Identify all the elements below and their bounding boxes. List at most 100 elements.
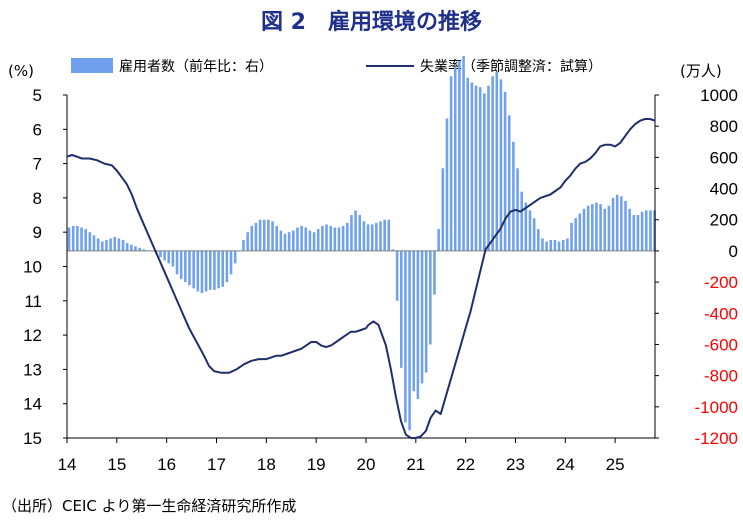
left-tick-label-15: 15 [23,429,42,448]
bar-22 [159,250,162,258]
bar-10 [109,238,112,251]
bar-6 [92,235,96,251]
bar-129 [603,208,607,251]
bar-4 [84,229,87,251]
bar-77 [387,219,391,251]
bar-130 [607,205,611,251]
left-tick-label-7: 7 [33,155,42,174]
right-tick-label-200: 200 [710,211,738,230]
bar-127 [595,202,598,251]
bar-7 [96,238,100,251]
bar-79 [395,250,399,301]
bar-75 [379,221,382,251]
x-tick-label-24: 24 [556,455,575,474]
right-tick-label--200: -200 [704,273,738,292]
bar-2 [76,225,79,251]
bar-96 [466,77,469,251]
bar-122 [574,218,577,251]
x-tick-label-16: 16 [157,455,176,474]
bar-5 [88,232,92,251]
bar-45 [254,222,258,251]
bar-107 [512,141,515,251]
chart-title: 図 2 雇用環境の推移 [261,10,482,35]
left-tick-label-6: 6 [33,120,42,139]
bar-30 [192,250,195,289]
bar-131 [611,197,615,251]
bar-32 [200,250,204,294]
bar-80 [399,250,403,368]
bar-85 [420,250,424,384]
bar-35 [213,250,216,290]
bar-87 [429,250,432,345]
bar-139 [644,210,648,251]
bar-134 [624,201,627,251]
left-tick-label-8: 8 [33,189,42,208]
bar-27 [179,250,183,279]
right-axis-ticks: 1000 800 600 400 200 0 -200 -400 -600 -800 -1000 -1… [655,86,738,448]
bar-70 [358,215,362,251]
bar-65 [337,227,341,251]
bar-94 [458,60,461,251]
employment-bars [67,56,656,431]
bar-116 [549,240,553,251]
legend: 雇用者数（前年比：右） 失業率（季節調整済：試算） [71,58,602,75]
bar-102 [491,76,494,251]
bar-126 [591,204,594,251]
bar-78 [391,249,395,251]
bar-13 [121,240,125,251]
bar-95 [462,56,465,251]
bar-81 [404,250,407,423]
bar-106 [507,115,511,251]
left-tick-label-5: 5 [33,86,42,105]
bar-0 [67,227,71,251]
x-tick-label-18: 18 [257,455,276,474]
bar-118 [557,241,561,251]
bar-91 [445,118,449,251]
bar-99 [478,87,482,251]
bar-128 [599,204,602,251]
bar-57 [304,227,308,251]
bar-28 [184,250,187,283]
bar-44 [250,225,254,251]
bar-39 [229,250,233,275]
right-tick-label--800: -800 [704,367,738,386]
bar-58 [308,230,312,251]
bar-47 [262,219,266,251]
x-tick-label-14: 14 [58,455,77,474]
bar-40 [233,250,237,264]
right-tick-label-800: 800 [710,117,738,136]
bar-76 [383,219,386,251]
bar-83 [412,250,416,392]
bar-74 [375,222,378,251]
bar-66 [341,225,345,251]
bar-98 [474,85,478,251]
left-axis-ticks: 5 6 7 8 9 10 11 12 13 14 15 [23,86,67,448]
bar-38 [225,250,229,283]
bar-63 [329,225,332,251]
bar-12 [117,238,121,251]
bar-25 [171,250,175,267]
bar-18 [142,249,146,251]
bar-73 [370,224,374,251]
bar-72 [366,224,370,251]
x-tick-label-22: 22 [456,455,475,474]
bar-100 [483,93,486,251]
bar-23 [163,250,166,261]
bar-114 [541,238,544,251]
bar-133 [620,196,623,251]
unemployment-line [66,118,656,439]
bar-53 [287,232,291,251]
bar-33 [204,250,208,292]
bar-29 [188,250,191,286]
left-axis-unit: (%) [8,62,34,80]
right-tick-label-400: 400 [710,180,738,199]
bar-104 [499,79,503,251]
legend-line-label: 失業率（季節調整済：試算） [420,58,602,75]
right-axis-unit: (万人) [680,62,722,80]
bar-82 [408,250,411,431]
bar-9 [105,240,108,251]
x-tick-label-25: 25 [606,455,625,474]
legend-bar-swatch [71,58,113,73]
left-tick-label-10: 10 [23,258,42,277]
